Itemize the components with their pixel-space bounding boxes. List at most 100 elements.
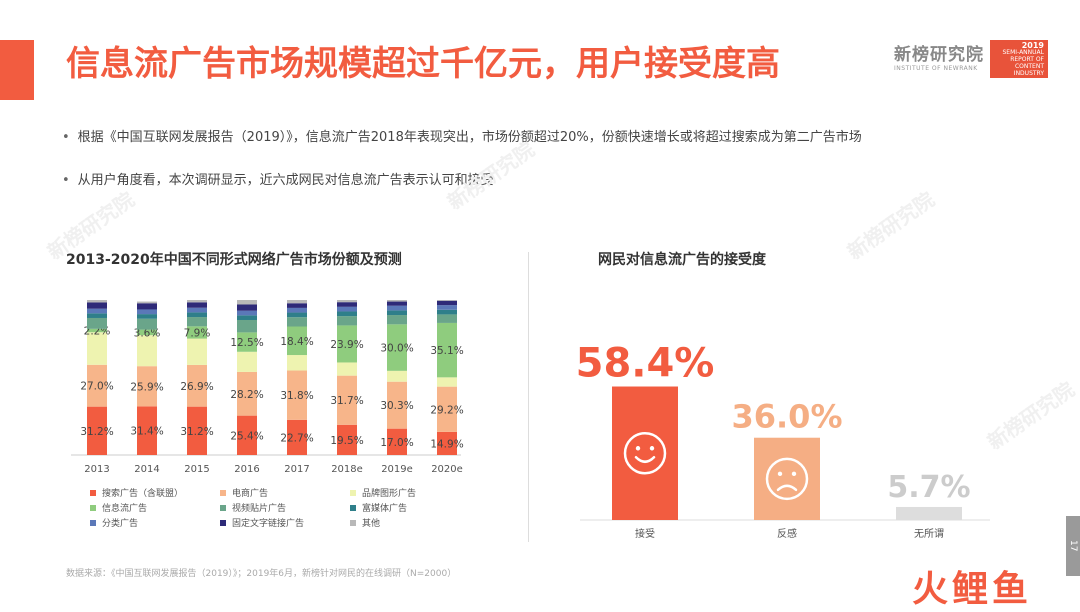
segment-value-label: 31.4% — [130, 426, 163, 438]
bullet-item: • 从用户角度看，本次调研显示，近六成网民对信息流广告表示认可和接受 — [62, 173, 494, 188]
legend-label: 电商广告 — [232, 487, 268, 499]
bullet-item: • 根据《中国互联网发展报告（2019）》，信息流广告2018年表现突出，市场份额… — [62, 130, 862, 145]
segment-value-label: 31.2% — [180, 426, 213, 438]
segment-value-label: 19.5% — [330, 435, 363, 447]
stacked-bar-segment — [137, 318, 157, 330]
sad-face-icon — [765, 457, 809, 501]
stacked-bar-segment — [437, 322, 457, 378]
smile-face-icon — [623, 432, 667, 475]
stacked-bar-segment — [187, 406, 207, 455]
x-tick-label: 2020e — [431, 464, 463, 475]
logo-watermark: 火鲤鱼 — [912, 569, 1033, 610]
segment-value-label: 12.5% — [230, 337, 263, 349]
segment-value-label: 28.2% — [230, 389, 263, 401]
chart-divider — [528, 252, 529, 542]
stacked-bar-segment — [337, 306, 357, 312]
stacked-bar-segment — [137, 335, 157, 367]
legend-label: 品牌图形广告 — [362, 487, 416, 499]
segment-value-label: 14.9% — [430, 438, 463, 450]
legend-swatch — [350, 505, 356, 511]
legend-label: 其他 — [362, 517, 380, 529]
stacked-bar-segment — [187, 302, 207, 308]
stacked-bar-segment — [387, 381, 407, 429]
stacked-bar-segment — [137, 406, 157, 455]
stacked-bar-segment — [87, 364, 107, 407]
brand-logo: 新榜研究院 INSTITUTE OF NEWRANK — [894, 40, 994, 76]
x-tick-label: 2015 — [184, 464, 209, 475]
stacked-bar-segment — [437, 300, 457, 301]
legend-swatch — [90, 490, 96, 496]
acceptance-bar-chart: 58.4% 接受 36.0% 反感 5.7% 无所谓 — [576, 341, 990, 540]
segment-value-label: 23.9% — [330, 339, 363, 351]
stacked-bar-segment — [87, 308, 107, 314]
stacked-bar-segment — [187, 326, 207, 339]
acceptance-bar — [754, 437, 820, 520]
stacked-bar-segment — [87, 302, 107, 309]
segment-value-label: 27.0% — [80, 381, 113, 393]
stacked-bar-segment — [237, 332, 257, 352]
segment-value-label: 29.2% — [430, 404, 463, 416]
icon-mouth — [634, 456, 656, 463]
segment-value-label: 17.0% — [380, 437, 413, 449]
stacked-bar-segment — [87, 317, 107, 329]
brand-subtitle: INSTITUTE OF NEWRANK — [894, 65, 978, 72]
stacked-bar-segment — [237, 300, 257, 305]
x-tick-label: 2017 — [284, 464, 309, 475]
stacked-bar-segment — [387, 324, 407, 371]
stacked-bar-segment — [387, 300, 407, 302]
stacked-bar-segment — [87, 328, 107, 333]
report-badge-text: SEMI-ANNUAL REPORT OF CONTENT INDUSTRY — [1002, 49, 1045, 77]
stacked-bar-segment — [237, 415, 257, 455]
legend-label: 分类广告 — [102, 517, 138, 529]
segment-value-label: 31.2% — [80, 426, 113, 438]
segment-value-label: 26.9% — [180, 381, 213, 393]
icon-eye — [649, 446, 655, 451]
segment-value-label: 25.9% — [130, 381, 163, 393]
stacked-bar-segment — [387, 370, 407, 382]
stacked-bar-segment — [387, 305, 407, 311]
legend-swatch — [220, 490, 226, 496]
legend-label: 搜索广告（含联盟） — [102, 487, 183, 499]
legend-label: 视频贴片广告 — [232, 502, 286, 514]
legend-swatch — [220, 520, 226, 526]
stacked-bar-segment — [187, 307, 207, 313]
stacked-bar-segment — [337, 316, 357, 326]
stacked-bar-segment — [137, 314, 157, 319]
icon-mouth — [776, 484, 798, 492]
segment-value-label: 22.7% — [280, 432, 313, 444]
x-tick-label: 2016 — [234, 464, 259, 475]
stacked-bar-segment — [187, 300, 207, 303]
bar-value-label: 58.4% — [576, 341, 715, 387]
left-chart-title: 2013-2020年中国不同形式网络广告市场份额及预测 — [66, 252, 402, 268]
stacked-bar-segment — [437, 309, 457, 315]
stacked-bar-segment — [237, 351, 257, 372]
segment-value-label: 35.1% — [430, 345, 463, 357]
report-badge: 2019 SEMI-ANNUAL REPORT OF CONTENT INDUS… — [990, 40, 1048, 78]
segment-value-label: 31.7% — [330, 395, 363, 407]
icon-eye — [791, 471, 797, 477]
stacked-bar-segment — [387, 428, 407, 455]
stacked-bar-segment — [287, 307, 307, 313]
legend-label: 富媒体广告 — [362, 502, 407, 514]
legend-swatch — [350, 490, 356, 496]
x-tick-label: 2019e — [381, 464, 413, 475]
stacked-bar-segment — [337, 325, 357, 363]
stacked-bar-segment — [387, 310, 407, 316]
x-tick-label: 接受 — [635, 527, 655, 540]
stacked-bar-segment — [287, 312, 307, 318]
acceptance-bar — [896, 506, 962, 520]
legend-swatch — [220, 505, 226, 511]
watermark: 新榜研究院 — [843, 187, 939, 265]
stacked-bar-segment — [187, 364, 207, 407]
acceptance-bar — [612, 386, 678, 520]
stacked-bar-segment — [437, 300, 457, 306]
stacked-bar-segment — [387, 315, 407, 325]
stacked-bar-segment — [137, 303, 157, 310]
stacked-bar-segment — [287, 303, 307, 308]
stacked-bar-segment — [237, 304, 257, 311]
stacked-bar-segment — [287, 300, 307, 304]
stacked-bar-segment — [187, 338, 207, 365]
stacked-bar-segment — [287, 326, 307, 356]
x-tick-label: 反感 — [777, 527, 797, 540]
stacked-bar-segment — [437, 305, 457, 310]
